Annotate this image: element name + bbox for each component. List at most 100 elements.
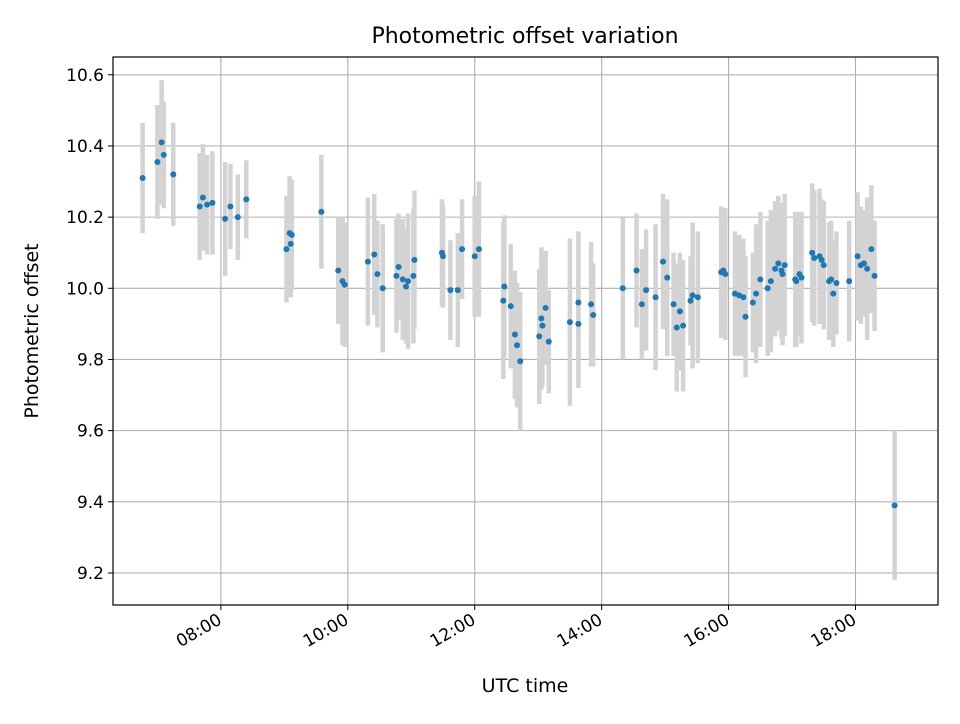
- data-point: [757, 276, 764, 283]
- data-point: [514, 342, 521, 349]
- data-point: [809, 249, 816, 256]
- data-point: [676, 308, 683, 315]
- data-point: [830, 290, 837, 297]
- data-point: [204, 201, 211, 208]
- data-point: [633, 267, 640, 274]
- data-point: [694, 294, 701, 301]
- data-point: [742, 313, 749, 320]
- y-axis-label: Photometric offset: [21, 243, 43, 418]
- data-point: [820, 262, 827, 269]
- data-point: [793, 278, 800, 285]
- data-point: [158, 139, 165, 146]
- y-tick-label: 9.6: [77, 422, 104, 442]
- data-point: [854, 253, 861, 260]
- data-point: [405, 278, 412, 285]
- data-point: [664, 274, 671, 281]
- data-point: [575, 320, 582, 327]
- data-point: [374, 271, 381, 278]
- data-point: [234, 214, 241, 221]
- data-point: [440, 253, 446, 260]
- y-axis-ticks: 9.2 9.4 9.6 9.8 10.0 10.2 10.4 10.6: [66, 66, 113, 584]
- x-axis-label: UTC time: [482, 675, 569, 697]
- data-point: [740, 294, 747, 301]
- data-point: [566, 319, 573, 326]
- data-point: [772, 265, 779, 272]
- data-point: [687, 297, 694, 304]
- data-point: [753, 290, 760, 297]
- data-point: [196, 203, 203, 210]
- data-point: [511, 331, 518, 338]
- data-point: [335, 267, 342, 274]
- data-point: [341, 281, 348, 288]
- data-point: [139, 174, 146, 181]
- data-point: [680, 322, 687, 329]
- data-point: [454, 287, 461, 294]
- data-point: [500, 297, 507, 304]
- data-point: [222, 215, 229, 222]
- data-point: [638, 301, 645, 308]
- data-point: [779, 271, 786, 278]
- data-point: [643, 287, 650, 294]
- data-point: [864, 265, 871, 272]
- data-point: [652, 294, 659, 301]
- data-point: [170, 171, 177, 178]
- data-point: [660, 258, 666, 265]
- data-point: [507, 303, 514, 310]
- y-tick-label: 9.4: [77, 493, 104, 513]
- y-tick-label: 10.6: [66, 66, 104, 86]
- chart-title: Photometric offset variation: [371, 24, 678, 49]
- data-point: [364, 258, 371, 265]
- data-point: [811, 255, 818, 262]
- data-point: [860, 260, 867, 267]
- data-point: [764, 285, 771, 292]
- data-point: [475, 246, 482, 253]
- plot-frame: [112, 56, 939, 606]
- data-point: [538, 315, 545, 322]
- data-point: [575, 299, 582, 306]
- data-point: [871, 272, 878, 279]
- data-point: [199, 194, 206, 201]
- data-point: [288, 231, 295, 238]
- data-point: [818, 256, 825, 263]
- data-point: [393, 272, 400, 279]
- data-point: [539, 322, 546, 329]
- data-point-layer: [139, 139, 898, 509]
- data-point: [243, 196, 250, 203]
- data-point: [781, 262, 788, 269]
- data-point: [283, 246, 290, 253]
- data-point: [501, 283, 508, 290]
- data-point: [371, 251, 378, 258]
- data-point: [160, 151, 167, 158]
- data-point: [833, 279, 840, 286]
- data-point: [868, 246, 875, 253]
- data-point: [395, 263, 402, 270]
- y-tick-label: 9.8: [77, 350, 104, 370]
- data-point: [775, 260, 782, 267]
- data-point: [619, 285, 626, 292]
- data-point: [846, 278, 853, 285]
- y-tick-label: 10.0: [66, 279, 104, 299]
- data-point: [722, 271, 729, 278]
- data-point: [542, 304, 549, 311]
- data-point: [767, 278, 774, 285]
- data-point: [209, 199, 216, 206]
- data-point: [379, 285, 386, 292]
- data-point: [545, 338, 552, 345]
- data-point: [287, 240, 294, 247]
- data-point: [318, 208, 325, 215]
- data-point: [673, 324, 680, 331]
- y-tick-label: 10.4: [66, 137, 104, 157]
- data-point: [459, 246, 466, 253]
- data-point: [590, 311, 597, 318]
- data-point: [798, 274, 805, 281]
- data-point: [227, 203, 234, 210]
- y-tick-label: 9.2: [77, 564, 104, 584]
- data-point: [891, 502, 898, 509]
- data-point: [588, 301, 595, 308]
- y-tick-label: 10.2: [66, 208, 104, 228]
- data-point: [402, 283, 409, 290]
- data-point: [517, 358, 524, 365]
- data-point: [828, 276, 835, 283]
- data-point: [689, 292, 696, 299]
